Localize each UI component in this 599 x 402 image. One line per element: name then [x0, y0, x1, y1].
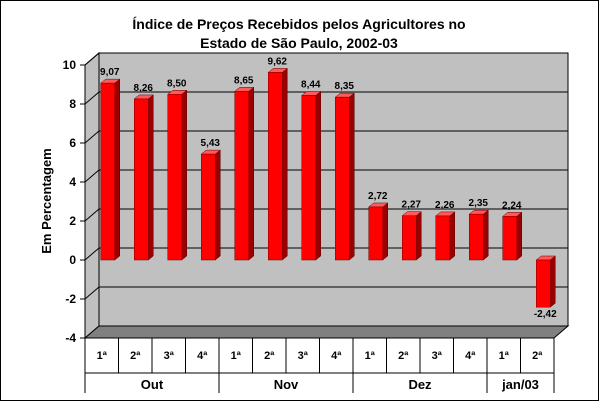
data-label: 5,43 — [201, 138, 221, 149]
bar — [368, 206, 383, 261]
y-tick-label: 8 — [69, 97, 76, 111]
data-label: 2,72 — [368, 191, 388, 202]
y-tick-label: 10 — [63, 58, 77, 72]
category-label: 3ª — [432, 350, 443, 362]
y-tick-label: -2 — [65, 292, 76, 306]
y-tick-label: -4 — [65, 331, 76, 345]
category-label: 4ª — [197, 350, 208, 362]
y-tick-label: 4 — [69, 175, 76, 189]
floor — [83, 325, 570, 339]
data-label: 2,27 — [402, 200, 422, 211]
category-label: 1ª — [231, 350, 242, 362]
data-label: 9,07 — [100, 67, 120, 78]
chart-title-line-2: Estado de São Paulo, 2002-03 — [200, 35, 398, 51]
bar — [201, 153, 216, 261]
bar — [268, 72, 283, 261]
data-label: 2,26 — [435, 200, 455, 211]
bar-side — [550, 255, 556, 308]
category-label: 2ª — [130, 350, 141, 362]
bar-side — [382, 202, 388, 261]
category-label: 2ª — [398, 350, 409, 362]
bar-side — [248, 86, 254, 261]
data-label: 2,24 — [502, 200, 522, 211]
data-label: -2,42 — [534, 309, 557, 320]
category-label: 1ª — [365, 350, 376, 362]
y-axis-label: Em Percentagem — [39, 148, 54, 254]
category-label: 1ª — [97, 350, 108, 362]
gridline-side — [84, 247, 100, 261]
group-label: Nov — [274, 377, 299, 392]
bar-side — [148, 94, 154, 261]
gridline-side — [84, 208, 100, 222]
data-label: 8,50 — [167, 78, 187, 89]
chart-title-line-1: Índice de Preços Recebidos pelos Agricul… — [132, 16, 465, 32]
bar — [301, 95, 316, 261]
bar — [100, 82, 115, 261]
data-label: 9,62 — [268, 56, 288, 67]
y-tick-label: 2 — [69, 214, 76, 228]
group-label: jan/03 — [501, 377, 539, 392]
category-label: 2ª — [532, 350, 543, 362]
bar-side — [215, 149, 221, 261]
side-wall — [84, 51, 100, 340]
bar — [435, 215, 450, 261]
bar — [502, 216, 517, 261]
data-label: 8,65 — [234, 75, 254, 86]
category-label: 3ª — [164, 350, 175, 362]
bar-side — [483, 209, 489, 261]
category-label: 4ª — [465, 350, 476, 362]
category-label: 2ª — [264, 350, 275, 362]
data-label: 8,26 — [134, 83, 154, 94]
gridline-side — [84, 91, 100, 105]
group-label: Out — [141, 377, 164, 392]
bar-side — [416, 211, 422, 261]
bar — [234, 91, 249, 261]
bar-side — [516, 211, 522, 261]
gridline-side — [84, 286, 100, 300]
y-tick-label: 6 — [69, 136, 76, 150]
bar — [134, 98, 149, 261]
bar-side — [315, 90, 321, 261]
gridline-side — [84, 52, 100, 66]
category-label: 3ª — [298, 350, 309, 362]
data-label: 8,35 — [335, 81, 355, 92]
category-label: 1ª — [499, 350, 510, 362]
bar-side — [349, 92, 355, 261]
bar-side — [282, 67, 288, 261]
plot-area: -4 -2 0 2 4 6 8 10 9,07 8,26 8,50 5,43 8,65 9,62 8,44 8… — [63, 51, 570, 393]
bar-side — [449, 211, 455, 261]
bar — [335, 96, 350, 261]
gridline-side — [84, 169, 100, 183]
bar — [402, 215, 417, 261]
category-label: 4ª — [331, 350, 342, 362]
group-label: Dez — [408, 377, 432, 392]
bar-side — [181, 89, 187, 261]
bar — [469, 213, 484, 261]
bar-side — [114, 78, 120, 261]
bar — [167, 94, 182, 261]
data-label: 2,35 — [469, 198, 489, 209]
gridline-side — [84, 130, 100, 144]
y-tick-label: 0 — [69, 253, 76, 267]
data-label: 8,44 — [301, 79, 321, 90]
bar — [536, 259, 551, 308]
